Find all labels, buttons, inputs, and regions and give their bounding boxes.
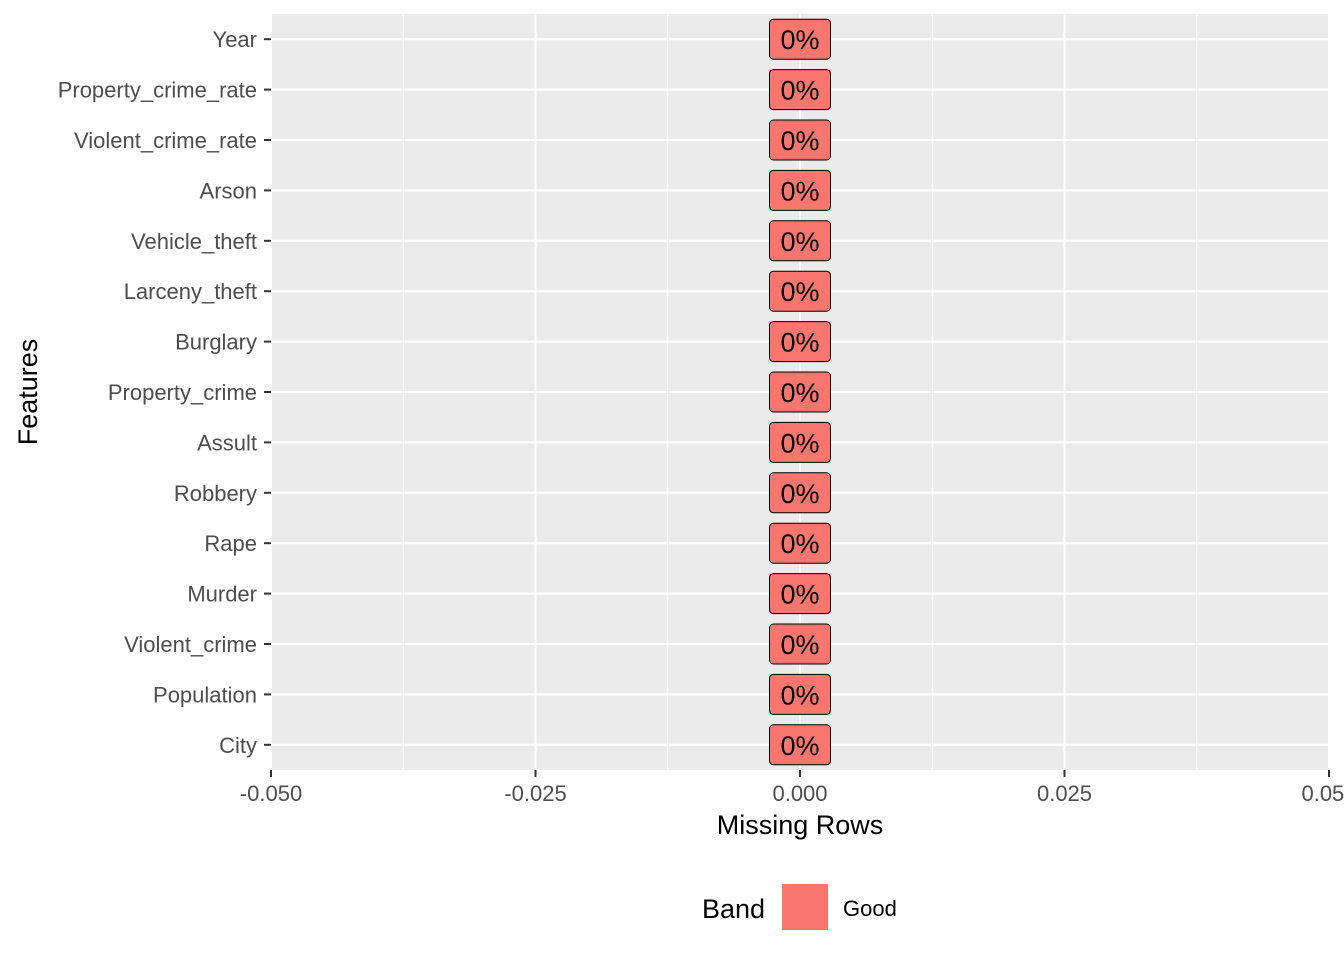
y-tick-label: Arson [200,178,257,203]
y-tick-label: Property_crime_rate [58,78,257,103]
data-label-box [769,522,831,564]
legend-label-good: Good [843,896,897,921]
data-label: 0% [780,176,819,206]
data-label-box [769,270,831,312]
data-label-box [769,472,831,514]
x-axis: -0.050 -0.025 0.000 0.025 0.050 [240,770,1344,806]
data-label-box [769,119,831,161]
data-label-box [769,673,831,715]
y-axis-title: Features [13,339,43,446]
y-tick-label: Violent_crime_rate [74,128,257,153]
y-tick-label: Larceny_theft [124,279,257,304]
x-tick-label: 0.025 [1037,781,1092,806]
data-label: 0% [780,731,819,761]
data-label: 0% [780,25,819,55]
y-tick-label: City [219,733,257,758]
legend-title: Band [702,894,765,924]
data-label-box [769,220,831,262]
data-label: 0% [780,630,819,660]
x-tick-label: 0.000 [772,781,827,806]
y-tick-label: Property_crime [108,380,257,405]
y-tick-label: Robbery [174,481,257,506]
y-tick-label: Murder [187,582,257,607]
y-tick-label: Vehicle_theft [131,229,257,254]
data-label-box [769,724,831,766]
data-label: 0% [780,227,819,257]
data-label: 0% [780,580,819,610]
y-axis: City Population Violent_crime Murder Rape Rob… [58,27,271,758]
x-tick-label: -0.050 [240,781,302,806]
y-tick-label: Violent_crime [124,632,257,657]
data-label: 0% [780,378,819,408]
x-tick-label: 0.050 [1301,781,1344,806]
x-axis-title: Missing Rows [717,810,884,840]
data-label-box [769,421,831,463]
y-tick-label: Burglary [175,330,257,355]
data-label-box [769,573,831,615]
data-label: 0% [780,76,819,106]
data-label: 0% [780,277,819,307]
x-tick-label: -0.025 [504,781,566,806]
legend: Band Good [702,884,897,930]
y-tick-label: Assult [197,430,257,455]
data-label: 0% [780,479,819,509]
data-label: 0% [780,126,819,156]
bar-series: 0% 0% 0% 0% 0% 0% 0% 0% 0% 0% 0% 0% 0% 0% 0% [769,18,831,766]
data-label-box [769,623,831,665]
data-label-box [769,321,831,363]
y-tick-label: Rape [204,531,257,556]
data-label-box [769,18,831,60]
data-label-box [769,371,831,413]
data-label: 0% [780,680,819,710]
data-label: 0% [780,529,819,559]
y-tick-label: Year [213,27,257,52]
y-tick-label: Population [153,682,257,707]
data-label: 0% [780,428,819,458]
data-label-box [769,69,831,111]
legend-key-good [782,884,828,930]
data-label: 0% [780,328,819,358]
data-label-box [769,169,831,211]
